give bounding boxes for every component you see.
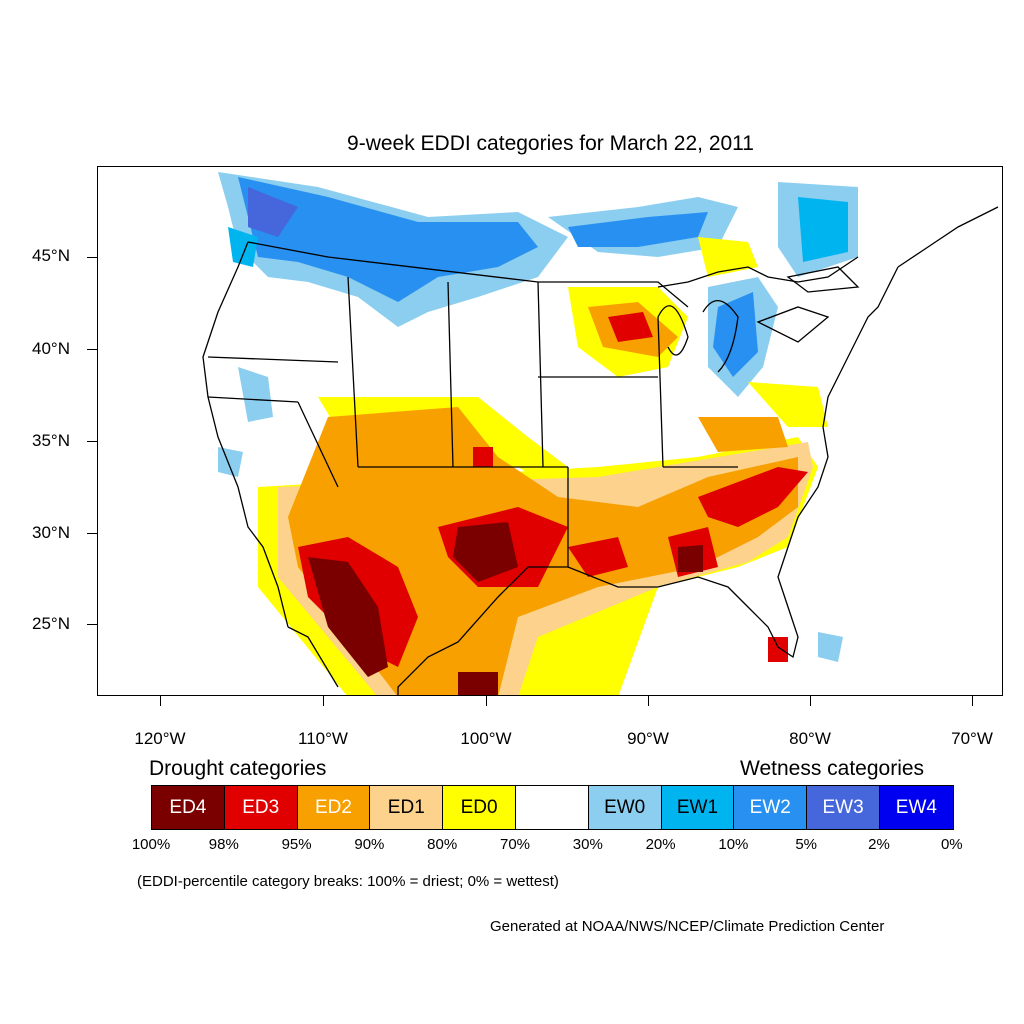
category-legend: ED4 ED3 ED2 ED1 ED0 EW0 EW1 EW2 EW3 EW4	[151, 785, 954, 830]
lon-label-100: 100°W	[460, 729, 512, 748]
percentile-label: 0%	[940, 836, 963, 853]
credit-text: Generated at NOAA/NWS/NCEP/Climate Predi…	[490, 918, 885, 935]
legend-box-ew3: EW3	[807, 786, 880, 829]
percentile-label: 20%	[645, 836, 676, 853]
lat-tick	[87, 441, 97, 442]
legend-box-ed1: ED1	[370, 786, 444, 829]
lon-label-90: 90°W	[627, 729, 669, 748]
lon-label-80: 80°W	[789, 729, 831, 748]
map-title: 9-week EDDI categories for March 22, 201…	[347, 132, 754, 155]
boundaries	[202, 206, 999, 695]
lat-label-35: 35°N	[32, 431, 70, 450]
legend-box-ew1: EW1	[661, 786, 735, 829]
legend-box-ew2: EW2	[734, 786, 808, 829]
percentile-label: 90%	[354, 836, 385, 853]
percentile-label: 30%	[572, 836, 603, 853]
lat-tick	[87, 257, 97, 258]
legend-box-ed2: ED2	[297, 786, 371, 829]
legend-box-ed0: ED0	[443, 786, 516, 829]
percentile-label: 10%	[718, 836, 749, 853]
category-note: (EDDI-percentile category breaks: 100% =…	[137, 873, 559, 890]
legend-box-ed3: ED3	[224, 786, 298, 829]
percentile-label: 95%	[281, 836, 312, 853]
percentile-label: 98%	[208, 836, 239, 853]
lon-tick	[648, 696, 649, 706]
map-canvas	[202, 172, 999, 695]
lon-tick	[160, 696, 161, 706]
wetness-categories-title: Wetness categories	[740, 757, 925, 780]
lon-label-110: 110°W	[298, 729, 348, 748]
lat-label-45: 45°N	[32, 246, 70, 265]
lon-label-120: 120°W	[134, 729, 186, 748]
lon-label-70: 70°W	[951, 729, 993, 748]
lon-tick	[972, 696, 973, 706]
drought-regions	[258, 237, 828, 695]
legend-box-ew0: EW0	[588, 786, 662, 829]
lat-tick	[87, 624, 97, 625]
lon-tick	[486, 696, 487, 706]
lat-label-30: 30°N	[32, 523, 70, 542]
legend-box-neutral	[515, 786, 589, 829]
lat-label-40: 40°N	[32, 339, 70, 358]
percentile-label: 5%	[795, 836, 818, 853]
legend-box-ew4: EW4	[879, 786, 953, 829]
lat-label-25: 25°N	[32, 614, 70, 633]
eddi-map	[97, 166, 1003, 696]
percentile-label: 2%	[868, 836, 890, 853]
legend-box-ed4: ED4	[152, 786, 225, 829]
lon-tick	[323, 696, 324, 706]
percentile-label: 80%	[427, 836, 458, 853]
lon-tick	[810, 696, 811, 706]
lat-tick	[87, 533, 97, 534]
wetness-regions	[218, 172, 858, 662]
percentile-label: 100%	[131, 836, 171, 853]
lat-tick	[87, 349, 97, 350]
percentile-label: 70%	[499, 836, 531, 853]
drought-categories-title: Drought categories	[149, 757, 327, 780]
